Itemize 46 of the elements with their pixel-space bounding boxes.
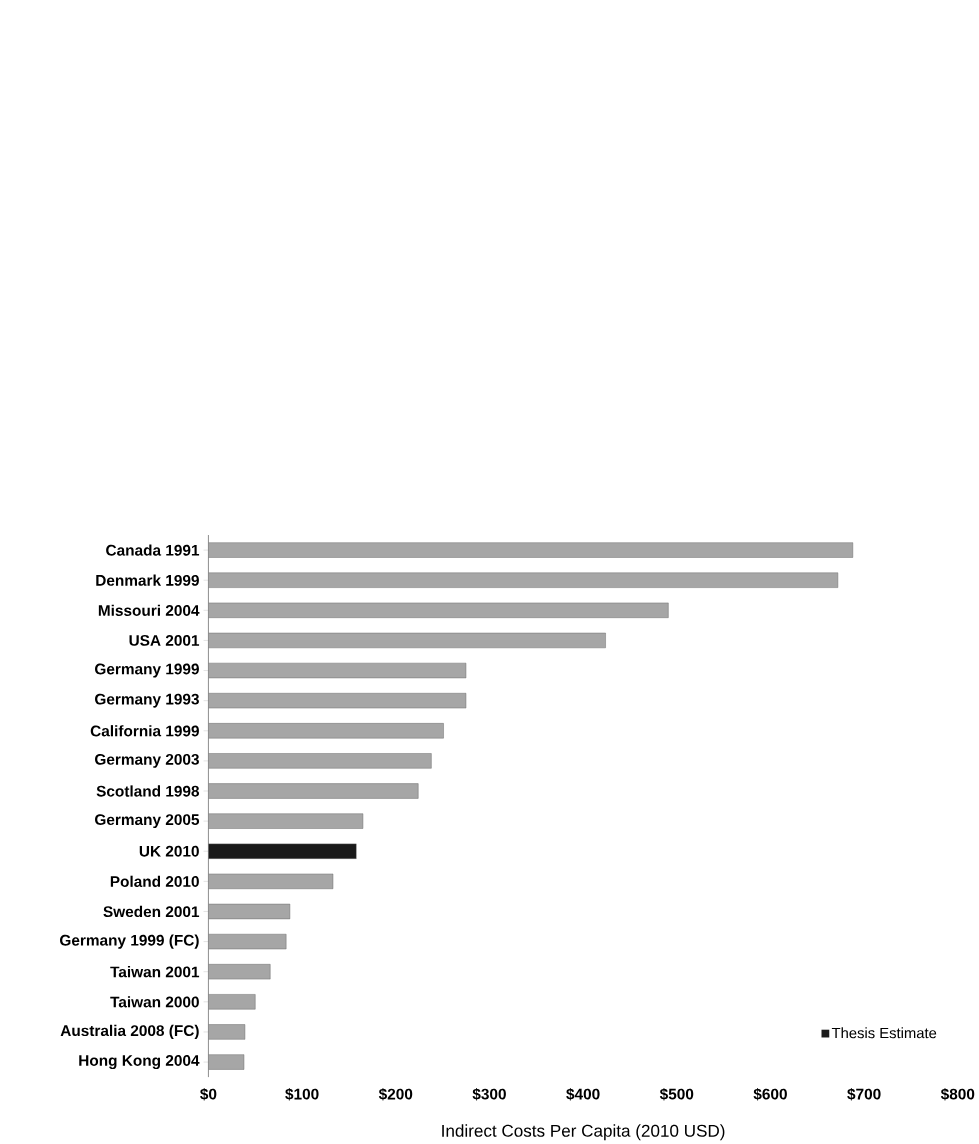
- y-tick-label: UK 2010: [139, 845, 200, 857]
- y-tick-label: Germany 1999: [95, 663, 200, 678]
- bar: [208, 994, 256, 1010]
- x-axis-title: Indirect Costs Per Capita (2010 USD): [442, 1124, 725, 1141]
- bar: [208, 723, 444, 739]
- bar: [208, 542, 854, 558]
- bar: [208, 813, 364, 829]
- y-tick-label: Sweden 2001: [103, 905, 200, 918]
- y-tick-label: Germany 2005: [95, 814, 200, 829]
- y-tick-label: Scotland 1998: [96, 785, 200, 797]
- y-tick-label: Australia 2008 (FC): [60, 1024, 199, 1040]
- y-tick-label: Germany 1999 (FC): [60, 934, 199, 949]
- bar: [208, 693, 467, 709]
- bar: [208, 964, 271, 980]
- y-tick-label: Denmark 1999: [96, 574, 200, 586]
- bar: [208, 933, 287, 950]
- y-tick-label: Germany 1993: [95, 693, 200, 708]
- x-tick-label: $500: [660, 1087, 694, 1101]
- y-tick-label: Taiwan 2001: [110, 966, 200, 978]
- x-tick-label: $700: [847, 1087, 881, 1101]
- bar: [208, 783, 419, 799]
- bar: [208, 753, 432, 769]
- bar: [208, 602, 669, 618]
- x-tick-label: $100: [285, 1087, 319, 1101]
- bar: [208, 662, 467, 679]
- y-tick-label: Hong Kong 2004: [79, 1055, 200, 1070]
- legend-label: Thesis Estimate: [832, 1027, 937, 1039]
- x-tick-label: $0: [200, 1087, 217, 1101]
- x-tick-label: $600: [753, 1087, 788, 1101]
- y-tick-label: Missouri 2004: [99, 604, 200, 616]
- bar: [208, 873, 334, 889]
- bar: [208, 1054, 245, 1070]
- x-tick-label: $200: [379, 1087, 413, 1101]
- bar: [208, 572, 839, 588]
- bar: [208, 1024, 246, 1040]
- x-tick-label: $800: [941, 1087, 975, 1101]
- y-tick-label: Germany 2003: [95, 753, 200, 768]
- y-tick-label: Canada 1991: [106, 544, 200, 556]
- bar: [208, 632, 606, 649]
- x-tick-label: $300: [472, 1087, 507, 1101]
- y-tick-label: USA 2001: [129, 634, 200, 646]
- y-tick-label: Taiwan 2000: [110, 996, 200, 1008]
- x-tick-label: $400: [566, 1087, 600, 1101]
- bar: [208, 903, 291, 920]
- y-tick-label: Poland 2010: [111, 875, 200, 887]
- y-tick-label: California 1999: [90, 725, 200, 737]
